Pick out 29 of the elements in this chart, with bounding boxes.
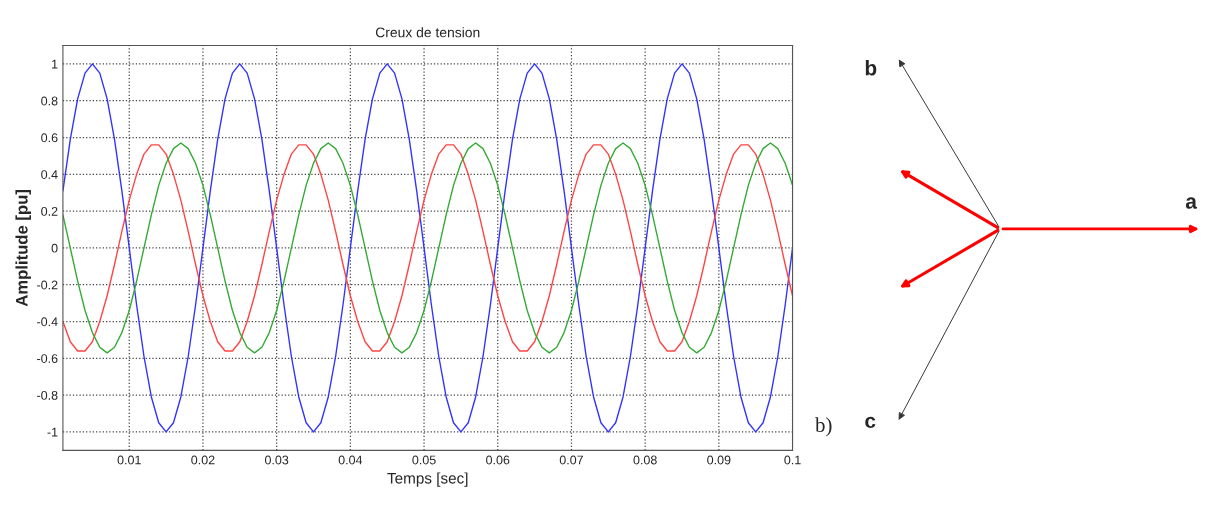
- x-axis-title: Temps [sec]: [387, 472, 468, 487]
- x-tick-label: 0.08: [633, 455, 657, 465]
- y-tick-label: 0.6: [41, 133, 58, 143]
- y-tick-label: 0.8: [41, 96, 58, 106]
- x-tick-label: 0.01: [117, 455, 141, 465]
- y-tick-label: 1: [52, 59, 58, 69]
- y-tick-label: -0.2: [37, 280, 58, 290]
- x-tick-label: 0.1: [784, 455, 801, 465]
- x-tick-label: 0.09: [707, 455, 731, 465]
- x-tick-label: 0.05: [412, 455, 436, 465]
- x-tick-label: 0.02: [191, 455, 215, 465]
- y-tick-label: -0.8: [37, 390, 58, 400]
- y-tick-label: -0.6: [37, 354, 58, 363]
- chart-title: Creux de tension: [375, 27, 480, 38]
- y-tick-label: 0: [51, 243, 58, 253]
- text: b: [865, 60, 877, 76]
- line-series: [62, 63, 793, 433]
- text: b): [815, 417, 832, 437]
- y-tick-label: -0.4: [37, 317, 58, 327]
- x-tick-label: 0.03: [264, 455, 289, 465]
- x-tick-label: 0.04: [338, 455, 363, 465]
- y-tick-label: 0.2: [41, 206, 58, 216]
- text: c: [865, 416, 876, 429]
- y-tick-label: -1: [47, 427, 58, 437]
- x-tick-label: 0.06: [486, 455, 510, 465]
- y-tick-label: 0.4: [41, 170, 58, 179]
- text: a: [1185, 197, 1198, 209]
- x-tick-label: 0.07: [559, 455, 583, 465]
- y-axis-title: Amplitude [pu]: [15, 190, 31, 307]
